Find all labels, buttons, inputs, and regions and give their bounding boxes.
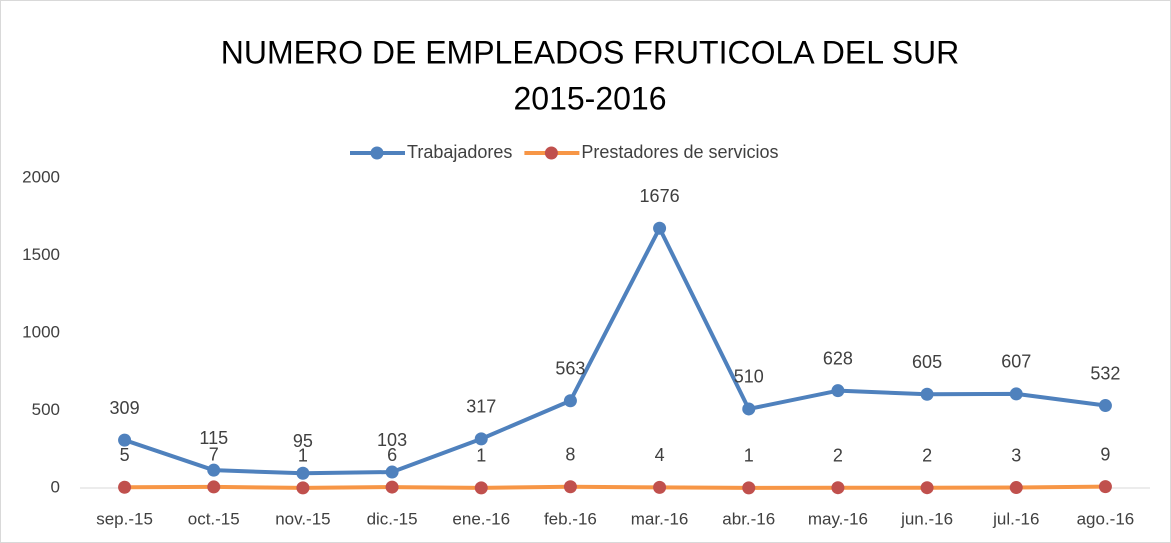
data-label: 605 bbox=[912, 352, 942, 372]
data-label: 115 bbox=[199, 428, 228, 448]
point bbox=[1009, 481, 1023, 495]
series-line bbox=[124, 484, 1106, 490]
point bbox=[1009, 387, 1023, 401]
data-label: 8 bbox=[565, 445, 575, 465]
point bbox=[296, 481, 310, 495]
x-tick-label: may.-16 bbox=[808, 509, 868, 528]
x-tick-label: sep.-15 bbox=[96, 509, 153, 528]
point bbox=[563, 394, 577, 408]
point bbox=[385, 480, 399, 494]
data-label: 6 bbox=[387, 445, 397, 465]
point bbox=[742, 402, 756, 416]
data-label: 3 bbox=[1011, 445, 1021, 465]
point bbox=[207, 463, 221, 477]
data-label: 1676 bbox=[640, 186, 680, 206]
chart-title: NUMERO DE EMPLEADOS FRUTICOLA DEL SUR bbox=[221, 34, 960, 70]
point bbox=[653, 221, 667, 235]
legend-label: Trabajadores bbox=[407, 142, 512, 162]
data-label: 309 bbox=[110, 398, 140, 418]
point bbox=[474, 432, 488, 446]
point bbox=[742, 481, 756, 495]
data-label: 7 bbox=[209, 445, 219, 465]
x-tick-label: dic.-15 bbox=[367, 509, 418, 528]
x-tick-label: abr.-16 bbox=[722, 509, 775, 528]
data-label: 4 bbox=[655, 445, 665, 465]
data-label: 5 bbox=[120, 445, 130, 465]
x-tick-label: ago.-16 bbox=[1077, 509, 1135, 528]
data-label: 532 bbox=[1090, 363, 1120, 383]
legend-label: Prestadores de servicios bbox=[581, 142, 778, 162]
point bbox=[920, 387, 934, 401]
data-label: 317 bbox=[466, 397, 496, 417]
data-label: 1 bbox=[476, 446, 486, 466]
x-tick-label: jun.-16 bbox=[900, 509, 953, 528]
x-tick-label: mar.-16 bbox=[631, 509, 689, 528]
legend-marker bbox=[370, 146, 384, 160]
point bbox=[118, 433, 132, 447]
point bbox=[831, 481, 845, 495]
point bbox=[474, 481, 488, 495]
legend-marker bbox=[544, 146, 558, 160]
data-label: 1 bbox=[744, 446, 754, 466]
point bbox=[1098, 480, 1112, 494]
data-label: 2 bbox=[922, 445, 932, 465]
x-tick-label: jul.-16 bbox=[992, 509, 1039, 528]
y-tick-label: 2000 bbox=[22, 167, 60, 186]
data-label: 103 bbox=[377, 430, 407, 450]
point bbox=[831, 384, 845, 398]
y-tick-label: 1500 bbox=[22, 245, 60, 264]
data-label: 1 bbox=[298, 446, 308, 466]
point bbox=[1098, 399, 1112, 413]
chart-subtitle: 2015-2016 bbox=[513, 80, 666, 116]
point bbox=[653, 480, 667, 494]
point bbox=[118, 480, 132, 494]
data-label: 563 bbox=[555, 358, 585, 378]
y-tick-label: 500 bbox=[32, 400, 60, 419]
x-tick-label: oct.-15 bbox=[188, 509, 240, 528]
x-tick-label: ene.-16 bbox=[452, 509, 510, 528]
x-tick-label: feb.-16 bbox=[544, 509, 597, 528]
point bbox=[296, 466, 310, 480]
series-line bbox=[123, 226, 1106, 476]
point bbox=[563, 480, 577, 494]
point bbox=[920, 481, 934, 495]
data-label: 510 bbox=[734, 367, 764, 387]
data-label: 2 bbox=[833, 445, 843, 465]
x-tick-label: nov.-15 bbox=[275, 509, 330, 528]
data-label: 9 bbox=[1100, 444, 1110, 464]
point bbox=[385, 465, 399, 479]
data-label: 628 bbox=[823, 348, 853, 368]
point bbox=[207, 480, 221, 494]
data-label: 95 bbox=[293, 431, 313, 451]
y-tick-label: 1000 bbox=[22, 322, 60, 341]
y-tick-label: 0 bbox=[51, 477, 60, 496]
data-label: 607 bbox=[1001, 352, 1031, 372]
